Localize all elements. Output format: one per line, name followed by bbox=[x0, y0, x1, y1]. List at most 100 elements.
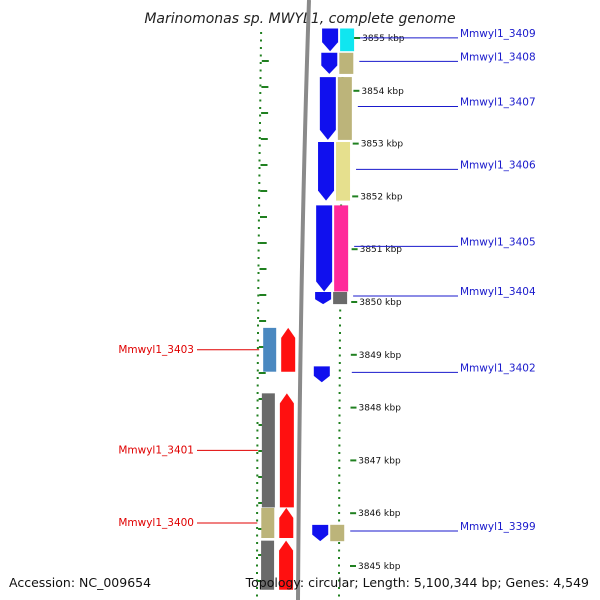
gc-skew-dot bbox=[259, 47, 262, 49]
gc-skew-dot bbox=[256, 512, 259, 514]
gc-skew-dot bbox=[338, 482, 341, 484]
gc-skew-dot bbox=[256, 452, 259, 454]
gc-skew-dot bbox=[338, 339, 341, 342]
cds-plus-arrow bbox=[319, 77, 336, 140]
gc-skew-dot bbox=[257, 324, 259, 327]
gc-skew-dot bbox=[256, 549, 259, 552]
gc-skew-dot bbox=[338, 384, 341, 387]
gc-skew-dot bbox=[338, 452, 341, 454]
gc-skew-dot bbox=[338, 377, 341, 379]
gc-skew-dot bbox=[258, 212, 260, 214]
kbp-tick bbox=[350, 406, 357, 409]
cog-block bbox=[336, 142, 351, 201]
genome-summary-text: Topology: circular; Length: 5,100,344 bp… bbox=[245, 575, 589, 590]
gc-skew-dot bbox=[338, 542, 341, 544]
gc-skew-dash bbox=[258, 346, 266, 348]
gc-skew-dot bbox=[256, 497, 259, 499]
kbp-scale: 3855 kbp 3854 kbp 3853 kbp 3852 kbp 3851 kbp… bbox=[350, 34, 405, 572]
kbp-tick bbox=[351, 248, 358, 251]
gene-label: Mmwyl1_3400 bbox=[118, 517, 194, 529]
kbp-tick-label: 3849 kbp bbox=[359, 351, 402, 361]
gc-skew-dash bbox=[260, 190, 268, 192]
gc-skew-dot bbox=[338, 587, 340, 589]
gene-label: Mmwyl1_3404 bbox=[460, 286, 536, 298]
gc-skew-dot bbox=[256, 377, 259, 379]
cog-track bbox=[261, 28, 355, 590]
gc-skew-dot bbox=[256, 504, 259, 507]
gc-skew-dot bbox=[258, 144, 261, 147]
gc-skew-dot bbox=[338, 564, 340, 567]
gene-label: Mmwyl1_3405 bbox=[460, 236, 536, 248]
gc-skew-dot bbox=[338, 474, 341, 477]
gc-skew-dot bbox=[259, 77, 262, 79]
gc-skew-dot bbox=[338, 414, 341, 417]
gc-skew-dot bbox=[338, 347, 341, 349]
gc-skew-dot bbox=[256, 542, 259, 544]
gc-skew-dot bbox=[256, 594, 258, 597]
gc-skew-dot bbox=[339, 317, 342, 319]
gc-skew-dash bbox=[258, 476, 266, 478]
gc-skew-dot bbox=[338, 362, 341, 364]
gc-skew-dot bbox=[257, 302, 260, 304]
gene-label: Mmwyl1_3403 bbox=[118, 344, 194, 356]
gc-skew-dot bbox=[338, 399, 341, 402]
cog-block bbox=[261, 540, 275, 590]
gc-skew-dot bbox=[338, 572, 340, 574]
cds-minus-arrow bbox=[281, 327, 296, 372]
gc-skew-dot bbox=[256, 362, 259, 364]
gc-skew-dot bbox=[257, 219, 260, 222]
gc-skew-dot bbox=[257, 272, 260, 274]
cog-block bbox=[263, 327, 277, 372]
kbp-tick-label: 3846 kbp bbox=[358, 509, 401, 519]
gc-skew-dot bbox=[257, 257, 260, 259]
kbp-tick-label: 3847 kbp bbox=[358, 456, 401, 466]
gc-skew-dot bbox=[257, 294, 260, 297]
gc-skew-dot bbox=[258, 152, 261, 154]
backbone-line bbox=[296, 0, 311, 600]
gc-skew-dot bbox=[260, 39, 262, 42]
gc-skew-dash bbox=[259, 242, 267, 244]
gc-skew-dash bbox=[259, 320, 267, 322]
gene-labels: Mmwyl1_3409 Mmwyl1_3408 Mmwyl1_3407 Mmwyl1_… bbox=[118, 28, 536, 533]
gc-skew-dot bbox=[338, 369, 341, 372]
gc-skew-dot bbox=[257, 317, 260, 319]
gc-skew-dash bbox=[258, 372, 266, 374]
cds-plus-arrow bbox=[316, 205, 333, 292]
gene-label: Mmwyl1_3409 bbox=[460, 28, 536, 40]
gc-skew-dot bbox=[256, 459, 259, 462]
gc-skew-dot bbox=[339, 309, 342, 312]
gc-skew-dot bbox=[258, 204, 261, 207]
gc-skew-dot bbox=[338, 437, 341, 439]
gc-skew-dot bbox=[257, 249, 260, 252]
kbp-tick bbox=[351, 301, 358, 303]
gc-skew-dot bbox=[258, 137, 261, 139]
gene-label: Mmwyl1_3402 bbox=[460, 362, 536, 374]
cds-track bbox=[279, 28, 339, 590]
gc-skew-dot bbox=[257, 264, 260, 267]
gc-skew-dot bbox=[256, 339, 259, 342]
gc-skew-dash bbox=[261, 112, 269, 114]
gc-skew-dash bbox=[260, 138, 268, 140]
gc-skew-dot bbox=[256, 437, 259, 439]
cds-plus-arrow bbox=[318, 142, 335, 201]
gc-skew-dot bbox=[258, 174, 261, 177]
gc-skew-dot bbox=[257, 242, 260, 244]
kbp-tick-label: 3851 kbp bbox=[360, 245, 403, 255]
gene-label: Mmwyl1_3406 bbox=[460, 159, 536, 171]
gc-skew-dot bbox=[338, 497, 341, 499]
cds-plus-arrow bbox=[321, 52, 338, 74]
gc-skew-dash bbox=[261, 86, 269, 88]
kbp-tick-label: 3848 kbp bbox=[359, 404, 402, 414]
gc-skew-dot bbox=[259, 107, 262, 109]
gc-skew-dot bbox=[257, 227, 260, 229]
gc-skew-dot bbox=[258, 167, 261, 169]
gc-skew-dot bbox=[256, 482, 259, 484]
gene-label: Mmwyl1_3407 bbox=[460, 96, 536, 108]
gc-skew-dot bbox=[256, 587, 258, 589]
cog-block bbox=[337, 77, 352, 140]
kbp-tick-label: 3853 kbp bbox=[361, 140, 404, 150]
kbp-tick bbox=[350, 459, 357, 462]
gc-skew-dot bbox=[259, 114, 262, 117]
gc-skew-dot bbox=[256, 467, 259, 469]
